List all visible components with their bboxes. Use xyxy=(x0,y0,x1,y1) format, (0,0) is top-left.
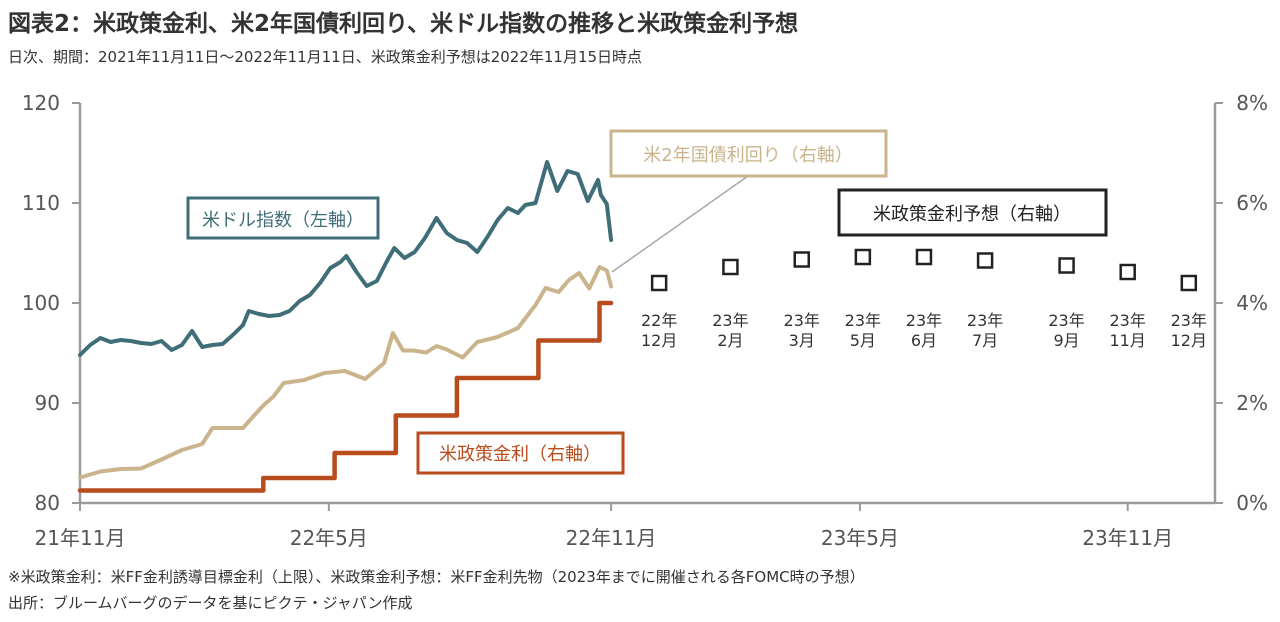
forecast-date-label: 12月 xyxy=(1171,331,1207,350)
forecast-date-label: 23年 xyxy=(1048,311,1084,330)
forecast-date-label: 7月 xyxy=(972,331,998,350)
forecast-date-label: 23年 xyxy=(784,311,820,330)
right-axis-tick-label: 0% xyxy=(1236,491,1268,515)
source-note: 出所：ブルームバーグのデータを基にピクテ・ジャパン作成 xyxy=(8,594,413,612)
footnote: ※米政策金利：米FF金利誘導目標金利（上限）、米政策金利予想：米FF金利先物（2… xyxy=(8,568,865,586)
policy-rate-label: 米政策金利（右軸） xyxy=(439,444,601,465)
right-axis-tick-label: 2% xyxy=(1236,391,1268,415)
right-axis-tick-label: 6% xyxy=(1236,191,1268,215)
chart-subtitle: 日次、期間：2021年11月11日～2022年11月11日、米政策金利予想は20… xyxy=(8,48,643,66)
policy-rate-line xyxy=(77,300,614,493)
forecast-date-label: 6月 xyxy=(911,331,937,350)
forecast-date-label: 11月 xyxy=(1110,331,1146,350)
forecast-date-label: 23年 xyxy=(1110,311,1146,330)
forecast-date-label: 23年 xyxy=(845,311,881,330)
right-axis-tick-label: 8% xyxy=(1236,91,1268,115)
left-axis-tick-label: 100 xyxy=(22,291,60,315)
forecast-marker xyxy=(915,248,933,266)
treasury-2y-line xyxy=(78,265,614,480)
forecast-date-label: 23年 xyxy=(967,311,1003,330)
forecast-markers: 22年12月23年2月23年3月23年5月23年6月23年7月23年9月23年1… xyxy=(641,248,1207,350)
forecast-date-label: 22年 xyxy=(641,311,677,330)
x-axis-tick-label: 21年11月 xyxy=(35,526,126,550)
x-axis-tick-label: 22年11月 xyxy=(566,526,657,550)
forecast-date-label: 23年 xyxy=(1171,311,1207,330)
x-axis-tick-label: 23年5月 xyxy=(821,526,899,550)
forecast-date-label: 5月 xyxy=(850,331,876,350)
usd-index-label: 米ドル指数（左軸） xyxy=(202,210,364,231)
x-axis-tick-label: 23年11月 xyxy=(1082,526,1173,550)
forecast-marker xyxy=(650,274,668,292)
forecast-marker xyxy=(1058,257,1075,274)
forecast-marker xyxy=(976,252,994,269)
forecast-annotation: 米政策金利予想（右軸） xyxy=(837,188,1108,237)
forecast-date-label: 23年 xyxy=(712,311,748,330)
forecast-marker xyxy=(854,248,872,266)
forecast-date-label: 3月 xyxy=(789,331,815,350)
forecast-date-label: 2月 xyxy=(717,331,743,350)
usd-index-annotation: 米ドル指数（左軸） xyxy=(186,196,380,240)
left-axis-tick-label: 90 xyxy=(35,391,60,415)
forecast-marker xyxy=(722,258,739,276)
treasury-leader-line xyxy=(611,175,749,273)
treasury-label: 米2年国債利回り（右軸） xyxy=(643,145,852,166)
left-axis-tick-label: 120 xyxy=(22,91,60,115)
forecast-marker xyxy=(1180,274,1198,292)
x-axis-tick-label: 22年5月 xyxy=(290,526,368,550)
left-axis-tick-label: 110 xyxy=(22,191,60,215)
chart-title: 図表2：米政策金利、米2年国債利回り、米ドル指数の推移と米政策金利予想 xyxy=(8,11,799,37)
treasury-annotation: 米2年国債利回り（右軸） xyxy=(609,129,888,273)
forecast-label: 米政策金利予想（右軸） xyxy=(873,204,1071,225)
forecast-date-label: 12月 xyxy=(641,331,677,350)
right-axis-tick-label: 4% xyxy=(1236,291,1268,315)
forecast-marker xyxy=(793,251,810,268)
usd-index-line xyxy=(78,160,614,357)
series-lines xyxy=(77,160,614,493)
forecast-date-label: 9月 xyxy=(1053,331,1079,350)
policy-rate-annotation: 米政策金利（右軸） xyxy=(416,431,625,475)
forecast-marker xyxy=(1119,263,1136,281)
left-axis-tick-label: 80 xyxy=(35,491,60,515)
forecast-date-label: 23年 xyxy=(906,311,942,330)
